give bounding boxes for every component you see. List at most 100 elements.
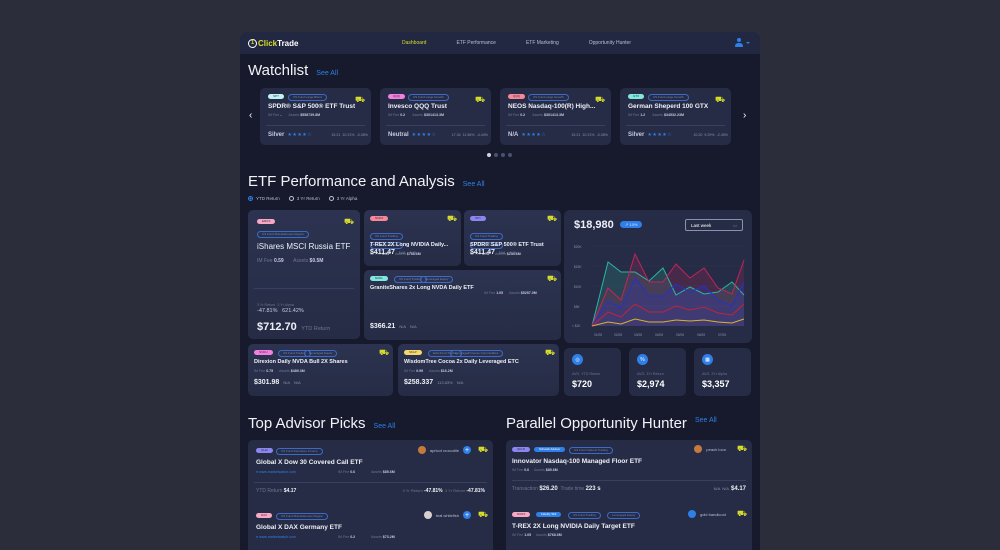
- etf-performance-card[interactable]: SPY US Fund Trading Leveraged Equity ⛟ SP…: [464, 210, 561, 266]
- nav-opportunity-hunter[interactable]: Opportunity Hunter: [588, 40, 631, 46]
- logo-badge: 1: [248, 38, 257, 48]
- avatar: [423, 511, 432, 519]
- stat-icon: ◎: [572, 354, 583, 365]
- etf-name: NEOS Nasdaq-100(R) High...: [508, 103, 596, 110]
- stat-value: $720: [572, 379, 593, 389]
- etf-name: Direxion Daily NVDA Bull 2X Shares: [254, 359, 348, 365]
- radio-3yr-return[interactable]: 3 Yr Return: [288, 196, 320, 201]
- cart-icon[interactable]: ⛟: [595, 95, 606, 104]
- user-menu[interactable]: [735, 38, 750, 47]
- cart-icon[interactable]: ⛟: [447, 214, 458, 223]
- cart-icon[interactable]: ⛟: [715, 95, 726, 104]
- svg-text:$10K: $10K: [574, 285, 582, 289]
- logo-trade: Trade: [277, 38, 299, 48]
- advisor-header: Top Advisor Picks See All: [248, 415, 395, 432]
- radio-ytd-return[interactable]: YTD Return: [248, 196, 280, 201]
- advisor-title: Top Advisor Picks: [248, 415, 366, 432]
- category-tag: US Fund Large Blend: [288, 94, 327, 101]
- star-rating-icon: ★★★★☆: [411, 132, 437, 138]
- svg-text:05/08: 05/08: [676, 333, 684, 337]
- rating-label: N/A: [508, 132, 519, 138]
- etf-price: $366.21: [370, 323, 396, 330]
- ticker-tag: SPY: [470, 216, 487, 221]
- opportunity-card[interactable]: NVDX Fidelity SDI US Fund Trading Levera…: [506, 505, 752, 550]
- nav-dashboard[interactable]: Dashboard: [402, 40, 427, 46]
- area-chart: $20K $15K $10K $5K < $1K 01/08 02/08 03/08 04/0…: [572, 245, 745, 337]
- svg-text:03/08: 03/08: [634, 333, 642, 337]
- ticker-tag: NVDU: [254, 350, 273, 355]
- svg-text:$5K: $5K: [574, 305, 581, 309]
- cart-icon[interactable]: ⛟: [478, 510, 489, 519]
- featured-etf-card[interactable]: ERUS ⛟ US Fund Miscellaneous Region iSha…: [248, 210, 360, 339]
- chevron-down-icon: [746, 41, 750, 44]
- watchlist-card[interactable]: QQQ US Fund Large Growth ⛟ NEOS Nasdaq-1…: [500, 88, 611, 145]
- ticker-tag: NVDL: [370, 276, 389, 281]
- carousel-next-icon[interactable]: ›: [743, 110, 747, 121]
- radio-3yr-alpha[interactable]: 3 Yr Alpha: [328, 196, 357, 201]
- svg-text:07/08: 07/08: [718, 333, 726, 337]
- website-link[interactable]: www.marketwatch.com: [259, 470, 296, 474]
- avatar: [687, 510, 696, 518]
- cart-icon[interactable]: ⛟: [344, 217, 355, 226]
- follow-plus-icon[interactable]: +: [463, 511, 471, 519]
- etf-performance-card[interactable]: NVDL US Fund Trading Leveraged Equity ⛟ G…: [364, 270, 561, 340]
- performance-header: ETF Performance and Analysis See All: [248, 173, 485, 190]
- ticker-tag: QQQ: [388, 94, 406, 99]
- cart-icon[interactable]: ⛟: [547, 214, 558, 223]
- logo[interactable]: 1 Click Trade: [248, 38, 299, 48]
- rating-label: Silver: [628, 132, 645, 138]
- etf-price: $411.47: [370, 249, 395, 256]
- watchlist-see-all[interactable]: See All: [316, 70, 339, 77]
- globe-icon: ●: [256, 535, 259, 539]
- cart-icon[interactable]: ⛟: [478, 445, 489, 454]
- star-rating-icon: ★★★★☆: [647, 132, 673, 138]
- ticker-tag: NVDX: [370, 216, 389, 221]
- advisor-pick-card[interactable]: DAX US Fund Miscellaneous Region teal wh…: [248, 505, 493, 550]
- portfolio-total: $18,980: [574, 219, 614, 231]
- performance-title: ETF Performance and Analysis: [248, 173, 455, 190]
- website-link[interactable]: www.marketwatch.com: [259, 535, 296, 539]
- svg-text:06/08: 06/08: [697, 333, 705, 337]
- advisor-see-all[interactable]: See All: [373, 423, 396, 430]
- stat-label: AVG. 3Yr Return: [637, 372, 664, 376]
- svg-text:04/08: 04/08: [655, 333, 663, 337]
- cart-icon[interactable]: ⛟: [475, 95, 486, 104]
- rating-label: Silver: [268, 132, 285, 138]
- logo-click: Click: [258, 38, 278, 48]
- etf-price: $258.337: [404, 379, 434, 386]
- cart-icon[interactable]: ⛟: [355, 95, 366, 104]
- hunter-see-all[interactable]: See All: [694, 417, 717, 424]
- cart-icon[interactable]: ⛟: [545, 348, 556, 357]
- etf-name: SPDR® S&P 500® ETF Trust: [470, 242, 544, 248]
- watchlist-card[interactable]: GTX US Fund Large Growth ⛟ German Sheper…: [620, 88, 731, 145]
- hunter-header: Parallel Opportunity Hunter See All: [506, 415, 717, 432]
- watchlist-header: Watchlist See All: [248, 62, 338, 79]
- performance-see-all[interactable]: See All: [462, 181, 485, 188]
- svg-text:02/08: 02/08: [614, 333, 622, 337]
- etf-performance-card[interactable]: NVDU US Fund Trading Leveraged Equity ⛟ D…: [248, 344, 393, 396]
- etf-performance-card[interactable]: NVDX US Fund Trading Leveraged Equity ⛟ T…: [364, 210, 461, 266]
- ticker-tag: QQQ: [508, 94, 526, 99]
- carousel-dots[interactable]: [487, 153, 512, 157]
- etf-name: GraniteShares 2x Long NVDA Daily ETF: [370, 285, 474, 291]
- star-rating-icon: ★★★★☆: [287, 132, 313, 138]
- etf-price: $301.98: [254, 379, 280, 386]
- nav-etf-marketing[interactable]: ETF Marketing: [525, 40, 559, 46]
- ticker-tag: GTX: [628, 94, 645, 99]
- follow-plus-icon[interactable]: +: [463, 446, 471, 454]
- cart-icon[interactable]: ⛟: [547, 274, 558, 283]
- cart-icon[interactable]: ⛟: [737, 444, 748, 453]
- cart-icon[interactable]: ⛟: [737, 509, 748, 518]
- globe-icon: ●: [256, 470, 259, 474]
- etf-price: $411.47: [470, 249, 495, 256]
- watchlist-card[interactable]: SPY US Fund Large Blend ⛟ SPDR® S&P 500®…: [260, 88, 371, 145]
- portfolio-chart-card: $18,980 ↗ 10% Last week ▭ $20K $15K $10K $5K…: [564, 210, 752, 343]
- watchlist-card[interactable]: QQQ US Fund Large Growth ⛟ Invesco QQQ T…: [380, 88, 491, 145]
- nav-etf-performance[interactable]: ETF Performance: [456, 40, 496, 46]
- cart-icon[interactable]: ⛟: [379, 348, 390, 357]
- etf-performance-card[interactable]: SKLP EAA Fund Trading Leveraged/Inverse C…: [398, 344, 559, 396]
- carousel-prev-icon[interactable]: ‹: [249, 110, 253, 121]
- stat-icon: ▦: [702, 354, 713, 365]
- user-icon: [735, 38, 743, 47]
- period-select[interactable]: Last week ▭: [685, 219, 743, 231]
